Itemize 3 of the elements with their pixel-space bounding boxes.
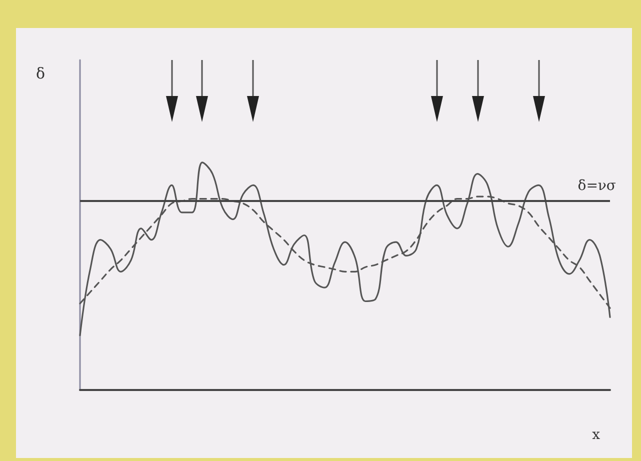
ref-line-label: δ=νσ (578, 178, 616, 194)
text: δ (36, 64, 46, 82)
x-axis-title: x (592, 427, 600, 443)
